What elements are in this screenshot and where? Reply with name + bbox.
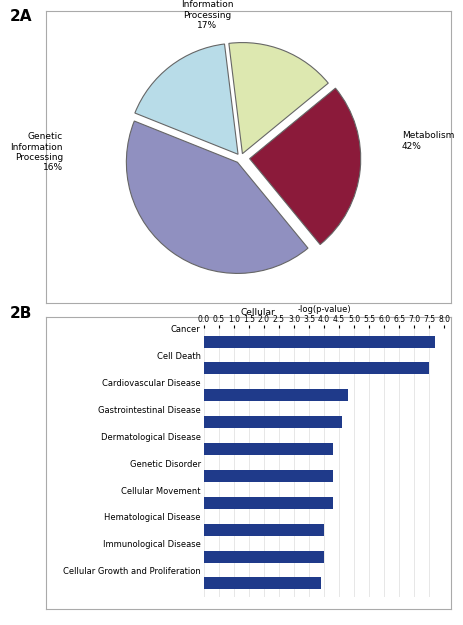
X-axis label: -log(p-value): -log(p-value) [297,305,351,314]
Bar [204,578,321,589]
Text: Cellular Growth and Proliferation: Cellular Growth and Proliferation [63,567,201,576]
Text: Immunological Disease: Immunological Disease [103,540,201,549]
Wedge shape [229,42,328,154]
Wedge shape [135,44,238,154]
Text: Genetic
Information
Processing
16%: Genetic Information Processing 16% [11,132,63,173]
Text: Dermatological Disease: Dermatological Disease [101,432,201,442]
Text: Cellular
Processes
25%: Cellular Processes 25% [235,308,280,338]
Bar [204,470,333,482]
Bar [204,443,333,455]
Bar [204,497,333,509]
Bar [204,362,430,374]
Bar [204,416,342,428]
Text: Cancer: Cancer [171,325,201,334]
Text: Environment
Information
Processing
17%: Environment Information Processing 17% [178,0,236,30]
Bar [204,524,324,536]
Wedge shape [126,121,308,273]
Text: 2A: 2A [9,9,32,24]
Text: Metabolism
42%: Metabolism 42% [402,131,454,151]
Wedge shape [250,88,361,244]
Bar [204,336,436,348]
Text: Hematological Disease: Hematological Disease [104,513,201,522]
Text: 2B: 2B [9,306,31,321]
Text: Cellular Movement: Cellular Movement [121,486,201,496]
Text: Cardiovascular Disease: Cardiovascular Disease [102,379,201,388]
Text: Gastrointestinal Disease: Gastrointestinal Disease [98,406,201,415]
Text: Genetic Disorder: Genetic Disorder [130,459,201,469]
Text: Cell Death: Cell Death [156,352,201,361]
Bar [204,389,348,401]
Bar [204,551,324,562]
